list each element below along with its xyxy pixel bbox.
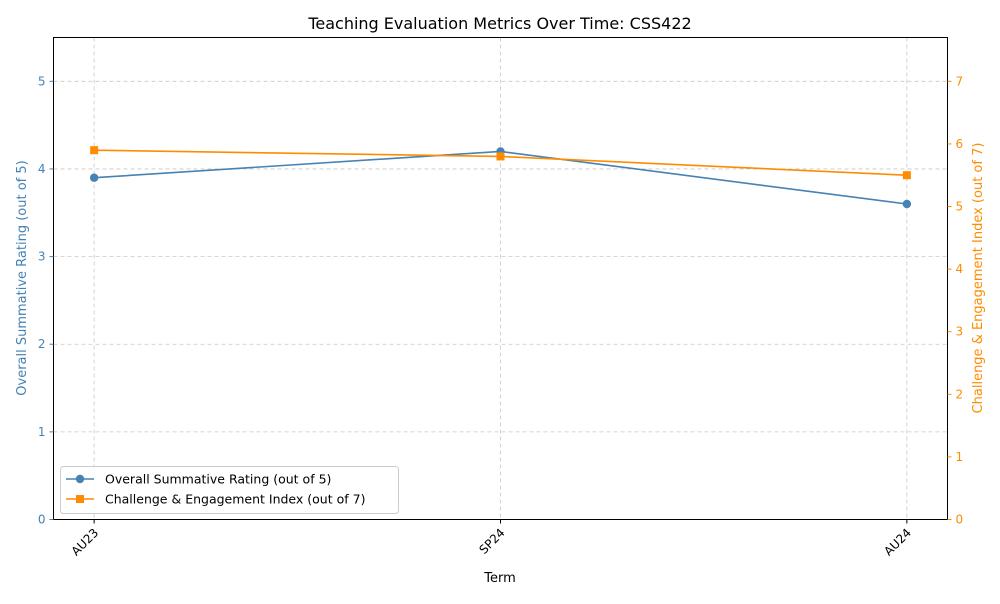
- right-axis-label: Challenge & Engagement Index (out of 7): [971, 143, 986, 414]
- legend-marker: [76, 495, 84, 503]
- axes: AU23 SP24 AU24 0 1 2 3 4 5 0 1 2 3 4 5 6 7: [38, 74, 963, 558]
- right-y-tick-label: 0: [956, 513, 964, 527]
- left-axis-label: Overall Summative Rating (out of 5): [15, 160, 30, 395]
- grid: [53, 37, 948, 520]
- legend-label: Challenge & Engagement Index (out of 7): [105, 492, 365, 507]
- data-point: [902, 171, 911, 180]
- left-y-tick-label: 0: [38, 513, 46, 527]
- data-point: [90, 146, 99, 155]
- legend-label: Overall Summative Rating (out of 5): [105, 472, 331, 487]
- right-y-tick-label: 5: [956, 200, 964, 214]
- left-y-tick-label: 1: [38, 425, 46, 439]
- data-point: [496, 152, 505, 161]
- legend-marker: [75, 474, 85, 484]
- right-y-tick-label: 7: [956, 74, 964, 88]
- left-y-tick-label: 3: [38, 250, 46, 264]
- right-y-tick-label: 6: [956, 137, 964, 151]
- right-y-tick-label: 1: [956, 450, 964, 464]
- x-tick-label: AU24: [881, 526, 914, 559]
- legend-box: [60, 466, 399, 514]
- right-y-tick-label: 2: [956, 387, 964, 401]
- chart-title: Teaching Evaluation Metrics Over Time: C…: [307, 14, 691, 33]
- x-tick-label: SP24: [476, 526, 507, 557]
- x-axis-label: Term: [483, 571, 516, 586]
- data-point: [902, 199, 912, 209]
- data-point: [89, 173, 99, 182]
- left-y-tick-label: 5: [38, 74, 46, 88]
- x-tick-label: AU23: [69, 526, 102, 559]
- series-layer: [89, 146, 912, 209]
- left-y-tick-label: 4: [38, 162, 46, 176]
- right-y-tick-label: 3: [956, 325, 964, 339]
- right-y-tick-label: 4: [956, 262, 964, 276]
- legend: Overall Summative Rating (out of 5) Chall…: [60, 466, 399, 514]
- left-y-tick-label: 2: [38, 337, 46, 351]
